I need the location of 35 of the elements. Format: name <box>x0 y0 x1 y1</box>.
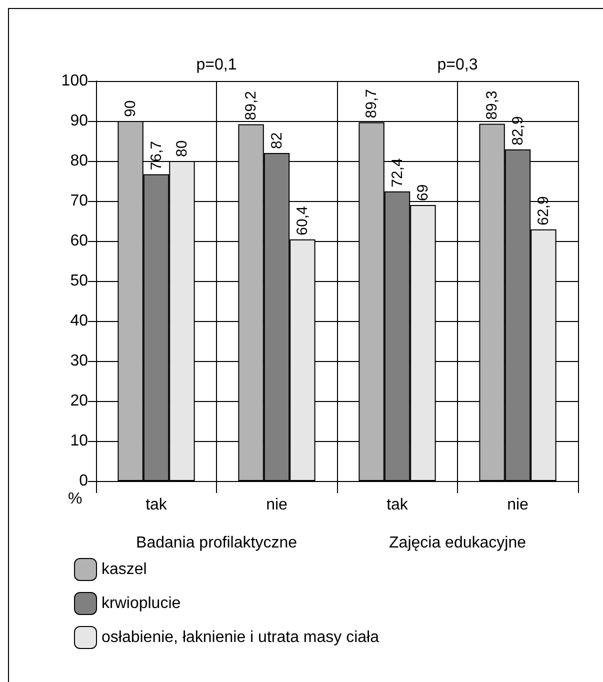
data-label: 60,4 <box>294 206 311 236</box>
y-tick-label: 60 <box>70 232 88 250</box>
y-tick-label: 40 <box>70 312 88 330</box>
x-tick-label: tak <box>386 496 409 514</box>
y-tick-label: 0 <box>79 472 88 490</box>
data-label: 89,2 <box>242 90 260 120</box>
text: p=0,3 <box>437 56 478 74</box>
x-tick-label: nie <box>266 496 288 514</box>
y-tick-label: 80 <box>70 152 88 170</box>
data-label: 80 <box>173 140 190 157</box>
data-label: 69 <box>414 184 432 201</box>
data-label: 62,9 <box>534 196 552 226</box>
data-label: 89,7 <box>363 88 380 118</box>
data-label: 89,3 <box>484 90 501 120</box>
data-label: 82,9 <box>509 116 526 146</box>
y-tick-label: 10 <box>70 432 88 450</box>
x-tick-label: nie <box>507 496 529 514</box>
data-label: 72,4 <box>388 158 406 188</box>
y-tick-label: 50 <box>70 272 88 290</box>
text: Badania profilaktyczne <box>136 534 298 552</box>
x-tick-label: tak <box>146 496 168 514</box>
legend-label: osłabienie, łaknienie i utrata masy ciała <box>102 629 380 646</box>
legend-label: krwioplucie <box>102 595 181 612</box>
y-tick-label: 100 <box>61 72 88 90</box>
legend-label: kaszel <box>102 561 147 578</box>
y-tick-label: 90 <box>70 112 88 130</box>
text: p=0,1 <box>196 56 237 74</box>
y-tick-label: 20 <box>70 392 88 410</box>
data-label: 76,7 <box>148 140 165 170</box>
y-tick-label: 30 <box>70 352 88 370</box>
text: Zajęcia edukacyjne <box>389 534 526 552</box>
data-label: 82 <box>268 132 286 149</box>
y-axis-title: % <box>68 490 82 508</box>
data-label: 90 <box>122 100 140 117</box>
y-tick-label: 70 <box>70 192 88 210</box>
